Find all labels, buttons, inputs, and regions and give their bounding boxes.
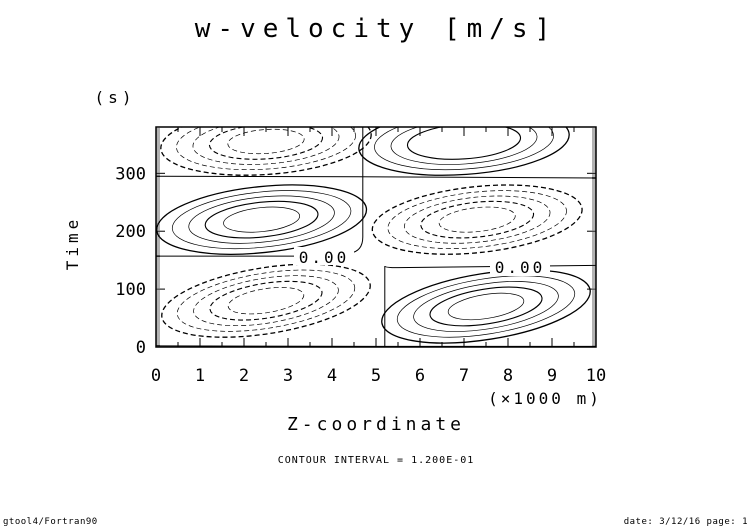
y-tick-label: 200 xyxy=(115,222,146,242)
x-tick-labels: 0 1 2 3 4 5 6 7 8 9 10 xyxy=(151,366,606,386)
contour-line xyxy=(413,281,559,332)
x-tick-label: 9 xyxy=(547,366,557,386)
footer-left: gtool4/Fortran90 xyxy=(3,517,98,527)
contour-line xyxy=(396,275,576,338)
contour-line xyxy=(438,206,516,233)
x-tick-label: 3 xyxy=(283,366,293,386)
x-tick-label: 4 xyxy=(327,366,337,386)
x-tick-label: 1 xyxy=(195,366,205,386)
x-tick-label: 10 xyxy=(586,366,606,386)
x-axis-label: Z-coordinate xyxy=(287,414,465,435)
x-tick-label: 7 xyxy=(459,366,469,386)
contour-line xyxy=(420,200,535,239)
contour-cell-positive xyxy=(358,127,570,176)
y-tick-label: 0 xyxy=(136,338,146,358)
contour-line xyxy=(404,195,551,244)
contour-line xyxy=(374,127,554,171)
x-tick-label: 5 xyxy=(371,366,381,386)
contour-line xyxy=(223,206,301,233)
contour-line xyxy=(188,195,335,244)
zero-contour-line xyxy=(384,264,597,347)
x-tick-label: 2 xyxy=(239,366,249,386)
contour-cell-positive xyxy=(156,184,368,255)
zero-contour-label: 0.00 xyxy=(299,248,350,267)
y-tick-label: 300 xyxy=(115,164,146,184)
x-unit-label: (×1000 m) xyxy=(488,389,602,408)
plot-frame xyxy=(155,126,597,348)
contour-line xyxy=(227,287,305,315)
contour-line xyxy=(227,128,305,155)
contour-line xyxy=(209,280,323,321)
contour-cell-negative xyxy=(161,263,371,338)
x-tick-label: 8 xyxy=(503,366,513,386)
contour-line xyxy=(193,275,339,327)
contour-line xyxy=(429,286,543,327)
contour-cell-negative xyxy=(371,184,583,255)
contour-line xyxy=(371,184,583,255)
zero-label-background xyxy=(294,247,354,265)
chart-title: w-velocity [m/s] xyxy=(195,14,557,44)
contour-line xyxy=(358,127,570,176)
contour-line xyxy=(381,269,591,344)
contour-cell-positive xyxy=(381,269,591,344)
contour-cell-negative xyxy=(160,127,372,176)
y-unit-label: (s) xyxy=(95,88,136,107)
contour-line xyxy=(192,127,340,165)
x-tick-label: 0 xyxy=(151,366,161,386)
footer-right: date: 3/12/16 page: 1 xyxy=(623,517,748,527)
y-tick-label: 100 xyxy=(115,280,146,300)
contour-line xyxy=(176,127,356,171)
contour-line xyxy=(156,184,368,255)
contour-plot: w-velocity [m/s] (s) Time 0.00 0.00 0 1 2 3… xyxy=(63,14,606,466)
contour-line xyxy=(204,200,319,239)
contour-line xyxy=(406,127,522,160)
y-tick-labels: 0 100 200 300 xyxy=(115,164,146,358)
y-axis-label: Time xyxy=(63,216,82,271)
zero-contour-line xyxy=(349,127,364,254)
contour-line xyxy=(176,269,356,332)
zero-contour-label: 0.00 xyxy=(495,258,546,277)
contour-line xyxy=(171,190,352,249)
contour-line xyxy=(160,127,372,176)
zero-contour-line xyxy=(155,175,597,179)
contour-line xyxy=(208,127,324,160)
contour-line xyxy=(387,190,567,249)
contour-interval-note: CONTOUR INTERVAL = 1.200E-01 xyxy=(278,455,475,466)
contour-lines xyxy=(156,127,591,344)
contour-line xyxy=(161,263,371,338)
x-tick-label: 6 xyxy=(415,366,425,386)
contour-line xyxy=(390,127,538,165)
zero-label-background xyxy=(490,258,550,276)
contour-line xyxy=(447,292,525,321)
